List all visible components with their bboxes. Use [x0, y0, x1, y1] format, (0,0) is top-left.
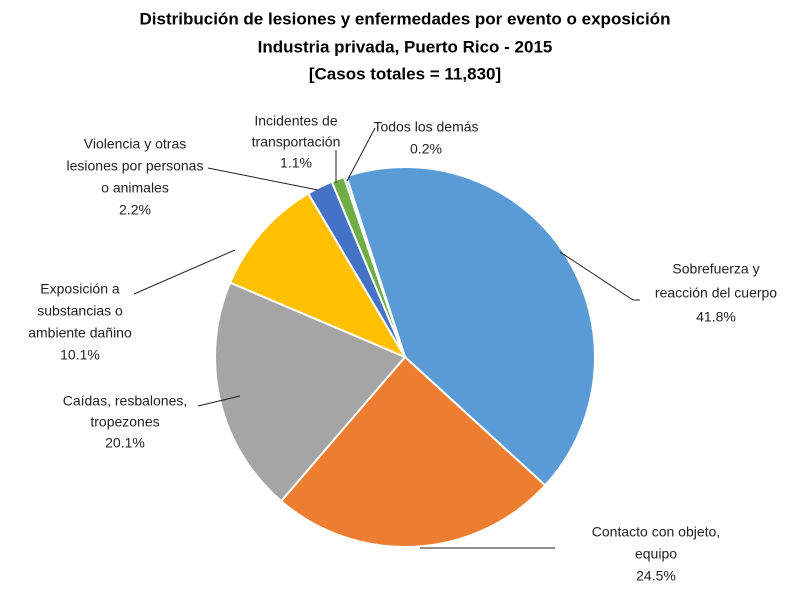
leader-line [207, 167, 319, 191]
slice-label: Todos los demás [373, 119, 478, 135]
value-label: 0.2% [410, 141, 442, 157]
slice-label: equipo [635, 546, 677, 562]
leader-line [197, 395, 241, 407]
pie-slice [228, 192, 408, 360]
slice-label: Violencia y otras [84, 136, 186, 152]
value-label: 20.1% [105, 435, 145, 451]
value-label: 41.8% [696, 309, 736, 325]
pie-slice [345, 166, 596, 487]
slice-label: tropezones [90, 414, 159, 430]
leader-line [346, 127, 376, 182]
slice-label: substancias o [37, 303, 123, 319]
leader-line [133, 249, 236, 295]
slice-label: Caídas, resbalones, [63, 393, 188, 409]
slice-label: Contacto con objeto, [592, 524, 720, 540]
slice-label: Incidentes de [254, 113, 337, 129]
chart-title: [Casos totales = 11,830] [309, 64, 501, 83]
slice-label: Sobrefuerza y [672, 261, 759, 277]
slice-label: lesiones por personas [67, 158, 204, 174]
value-label: 1.1% [280, 155, 312, 171]
value-label: 2.2% [119, 202, 151, 218]
leader-line [559, 251, 640, 301]
value-label: 10.1% [60, 347, 100, 363]
slice-label: ambiente dañino [28, 325, 132, 341]
slice-label: Exposición a [40, 281, 120, 297]
slice-label: transportación [252, 134, 341, 150]
chart-title: Distribución de lesiones y enfermedades … [140, 9, 671, 28]
slice-label: o animales [101, 180, 169, 196]
value-label: 24.5% [636, 568, 676, 584]
pie-slice [279, 355, 547, 548]
pie-slice [342, 175, 406, 358]
chart-title: Industria privada, Puerto Rico - 2015 [258, 37, 553, 56]
slice-label: reacción del cuerpo [655, 285, 777, 301]
